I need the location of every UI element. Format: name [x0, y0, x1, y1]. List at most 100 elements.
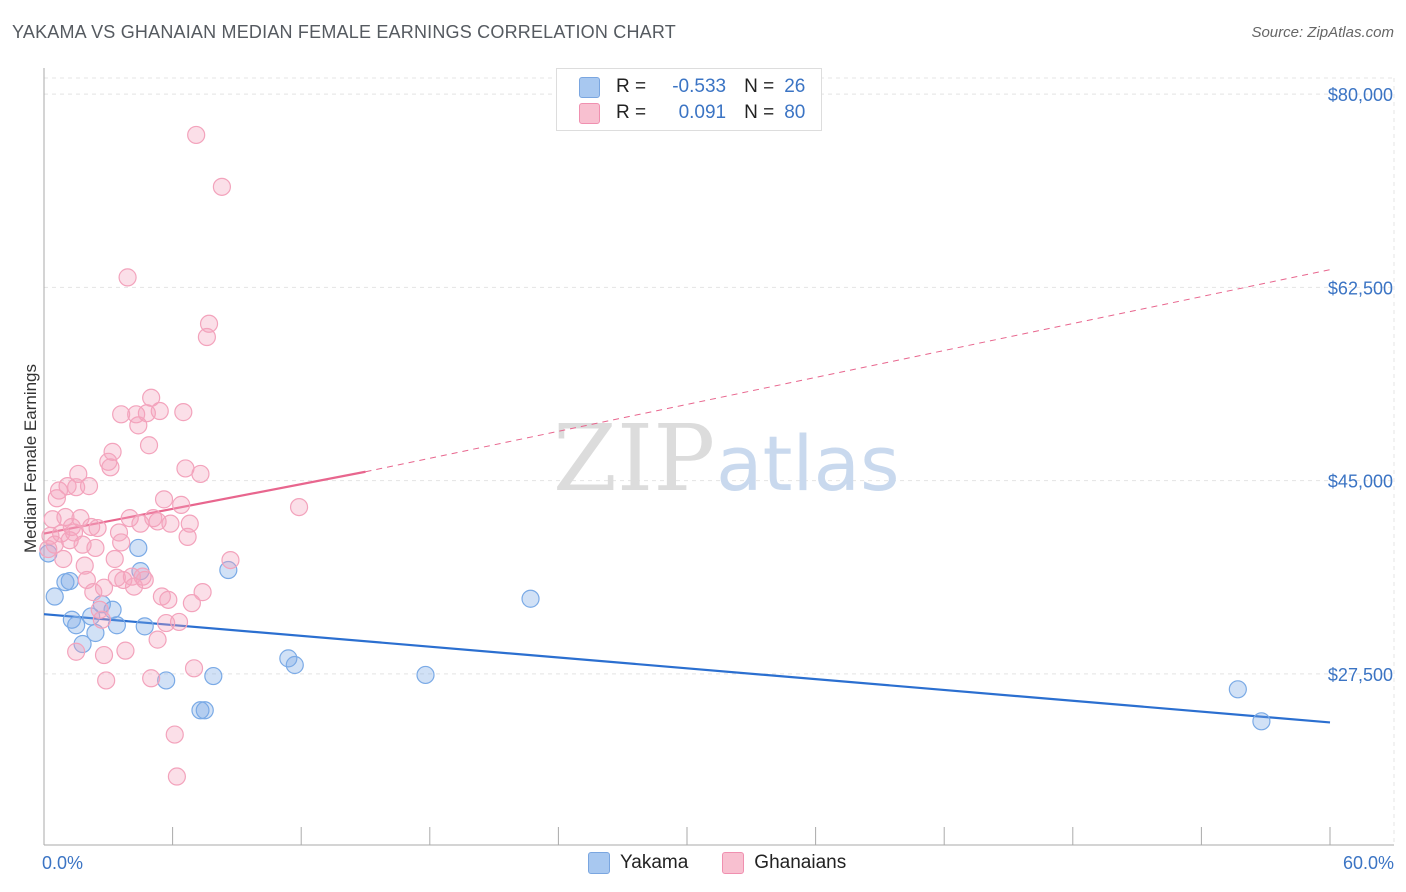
point-ghanaians: [69, 464, 88, 484]
point-ghanaians: [199, 314, 219, 333]
point-ghanaians: [67, 642, 86, 661]
trend-lines: [43, 269, 1331, 724]
point-ghanaians: [79, 477, 99, 496]
point-ghanaians: [56, 507, 75, 527]
point-ghanaians: [142, 669, 161, 688]
point-yakama: [60, 571, 79, 591]
legend-swatch-yakama: [579, 76, 600, 98]
legend-r-label: R =: [616, 76, 647, 97]
point-yakama: [135, 617, 154, 636]
legend-n-label: N =: [744, 76, 775, 97]
point-ghanaians: [165, 725, 184, 744]
watermark-zip: ZIP: [553, 405, 715, 512]
point-ghanaians: [142, 388, 161, 407]
point-ghanaians: [112, 533, 131, 552]
legend-n-value: 80: [784, 102, 806, 123]
axis-labels: $27,500 $45,000 $62,500 $80,000 0.0% 60.0% Med…: [21, 85, 1394, 873]
point-ghanaians: [159, 590, 178, 609]
point-ghanaians: [135, 570, 154, 590]
y-tick-label: $27,500: [1328, 665, 1393, 685]
point-ghanaians: [180, 514, 199, 533]
point-ghanaians: [178, 527, 197, 547]
series-label-yakama: Yakama: [620, 852, 689, 873]
point-ghanaians: [54, 549, 73, 569]
point-yakama: [45, 587, 64, 606]
point-ghanaians: [120, 509, 139, 528]
legend-swatch-ghanaians: [579, 102, 600, 124]
point-yakama: [204, 666, 223, 686]
point-ghanaians: [154, 490, 174, 509]
point-ghanaians: [94, 578, 114, 597]
point-ghanaians: [94, 645, 114, 665]
point-ghanaians: [167, 767, 186, 786]
point-ghanaians: [84, 583, 103, 602]
y-tick-label: $62,500: [1328, 278, 1393, 298]
series-swatch-yakama: [588, 852, 610, 874]
point-ghanaians: [82, 517, 101, 537]
point-ghanaians: [148, 630, 167, 649]
trend-line-ghanaians: [43, 470, 366, 535]
point-ghanaians: [92, 610, 111, 629]
chart-title: YAKAMA VS GHANAIAN MEDIAN FEMALE EARNING…: [12, 22, 676, 42]
legend-row-yakama: R = -0.533 N = 26: [579, 75, 805, 99]
point-ghanaians: [289, 497, 309, 517]
legend-row-ghanaians: R = 0.091 N = 80: [579, 101, 805, 125]
point-yakama: [191, 701, 210, 720]
x-tick-label-end: 60.0%: [1343, 853, 1394, 873]
data-points: [39, 125, 1271, 786]
point-ghanaians: [101, 458, 120, 477]
point-ghanaians: [161, 514, 180, 533]
point-ghanaians: [116, 641, 135, 660]
point-ghanaians: [150, 401, 169, 421]
y-tick-label: $80,000: [1328, 85, 1393, 105]
point-ghanaians: [193, 583, 212, 602]
point-ghanaians: [133, 567, 152, 586]
point-yakama: [129, 538, 148, 558]
y-axis-title: Median Female Earnings: [21, 364, 40, 553]
point-yakama: [416, 665, 435, 685]
point-yakama: [1252, 712, 1271, 731]
point-ghanaians: [67, 478, 86, 497]
series-legend-yakama[interactable]: Yakama: [588, 852, 688, 874]
axes: [43, 68, 1394, 846]
point-ghanaians: [103, 442, 122, 461]
point-ghanaians: [191, 464, 210, 484]
point-ghanaians: [139, 436, 159, 455]
legend-n-value: 26: [784, 76, 806, 97]
point-yakama: [195, 701, 214, 720]
series-legend: Yakama Ghanaians: [588, 852, 880, 874]
point-yakama: [285, 655, 304, 675]
point-ghanaians: [221, 550, 240, 570]
legend-r-value: 0.091: [678, 102, 727, 123]
point-ghanaians: [118, 268, 137, 287]
point-ghanaians: [97, 671, 116, 690]
point-yakama: [279, 649, 298, 668]
point-yakama: [521, 589, 540, 608]
point-ghanaians: [112, 405, 131, 424]
point-ghanaians: [88, 518, 107, 538]
x-tick-label-start: 0.0%: [42, 853, 83, 873]
point-yakama: [67, 616, 86, 635]
point-ghanaians: [212, 177, 231, 196]
point-ghanaians: [105, 549, 124, 569]
point-ghanaians: [169, 612, 189, 632]
legend-r-value: -0.533: [672, 76, 727, 97]
point-ghanaians: [86, 538, 105, 558]
correlation-legend: R = -0.533 N = 26 R = 0.091 N = 80: [556, 68, 822, 131]
source-label: Source: ZipAtlas.com: [1251, 24, 1394, 41]
point-yakama: [1228, 680, 1247, 699]
series-label-ghanaians: Ghanaians: [754, 852, 847, 873]
trend-line-yakama: [43, 613, 1331, 724]
point-ghanaians: [184, 659, 204, 678]
point-ghanaians: [187, 125, 206, 145]
point-ghanaians: [75, 556, 94, 575]
series-swatch-ghanaians: [722, 852, 745, 874]
point-ghanaians: [49, 481, 69, 500]
legend-n-label: N =: [744, 102, 775, 123]
point-ghanaians: [197, 327, 216, 347]
point-ghanaians: [174, 403, 193, 422]
legend-r-label: R =: [616, 102, 647, 123]
series-legend-ghanaians[interactable]: Ghanaians: [722, 852, 846, 874]
point-ghanaians: [157, 613, 176, 633]
